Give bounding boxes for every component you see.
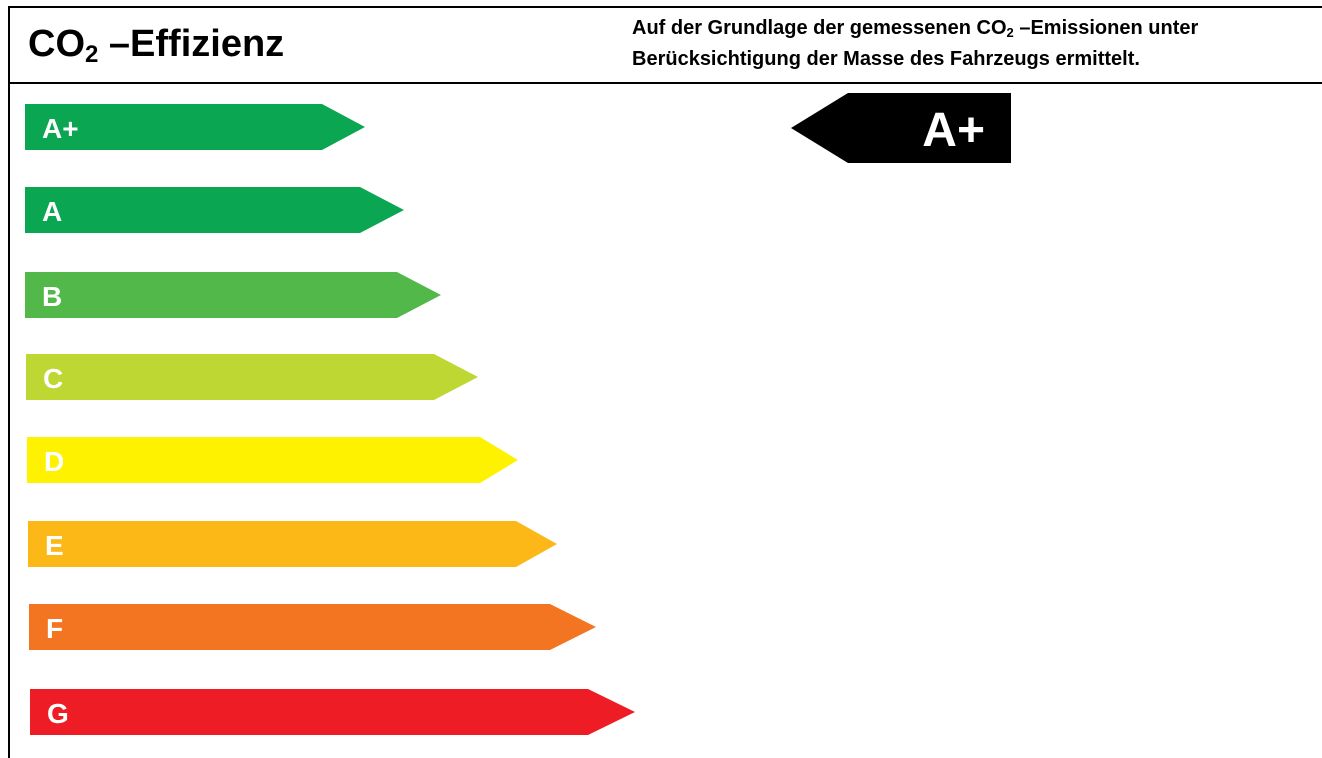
class-label-d: D bbox=[44, 446, 64, 477]
page-title: CO2 –Effizienz bbox=[28, 14, 284, 75]
header-note: Auf der Grundlage der gemessenen CO2 –Em… bbox=[632, 15, 1312, 72]
class-bar-d bbox=[27, 437, 518, 483]
class-label-e: E bbox=[45, 530, 64, 561]
title-suffix: –Effizienz bbox=[98, 23, 285, 65]
title-subscript: 2 bbox=[85, 41, 99, 68]
class-label-b: B bbox=[42, 281, 62, 312]
class-bar-g bbox=[30, 689, 635, 735]
class-bar-a bbox=[25, 187, 404, 233]
class-label-a: A bbox=[42, 196, 62, 227]
rating-label: A+ bbox=[922, 104, 985, 157]
note-part2: –Emissionen unter Berücksichtigung der M… bbox=[632, 17, 1199, 70]
class-label-a-plus: A+ bbox=[42, 113, 79, 144]
title-main: CO bbox=[28, 23, 85, 65]
class-bar-b bbox=[25, 272, 441, 318]
class-bar-a-plus bbox=[25, 104, 365, 150]
class-bar-f bbox=[29, 604, 596, 650]
class-label-c: C bbox=[43, 363, 63, 394]
label-frame bbox=[8, 6, 1322, 758]
rating-indicator bbox=[791, 93, 1011, 163]
header: CO2 –Effizienz Auf der Grundlage der gem… bbox=[8, 6, 1322, 84]
class-label-g: G bbox=[47, 698, 69, 729]
class-bar-e bbox=[28, 521, 557, 567]
note-part1: Auf der Grundlage der gemessenen CO bbox=[632, 17, 1007, 39]
class-label-f: F bbox=[46, 613, 63, 644]
note-subscript: 2 bbox=[1006, 25, 1014, 40]
class-bar-c bbox=[26, 354, 478, 400]
